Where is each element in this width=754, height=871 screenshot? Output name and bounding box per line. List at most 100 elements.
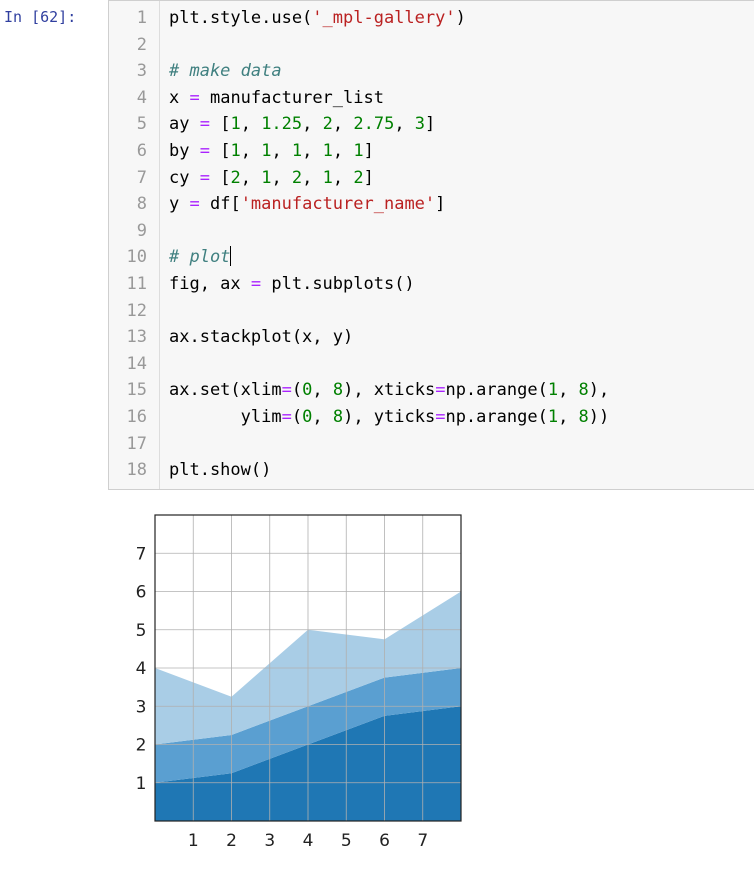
code-token: y (169, 194, 190, 215)
code-text: fig, ax = plt.subplots() (169, 271, 415, 298)
code-token: ax.set(xlim (169, 380, 282, 401)
code-line[interactable]: 4 x = manufacturer_list (109, 85, 754, 112)
code-line[interactable]: 5 ay = [1, 1.25, 2, 2.75, 3] (109, 111, 754, 138)
code-text: ay = [1, 1.25, 2, 2.75, 3] (169, 111, 435, 138)
code-text: y = df['manufacturer_name'] (169, 191, 445, 218)
code-text: ax.set(xlim=(0, 8), xticks=np.arange(1, … (169, 377, 609, 404)
code-token: 2 (291, 167, 303, 188)
code-line[interactable]: 2 (109, 32, 754, 59)
code-token: = (281, 380, 292, 401)
line-number: 9 (136, 220, 147, 241)
code-token: 8 (578, 380, 589, 401)
code-line[interactable]: 17 (109, 431, 754, 458)
code-token: np.arange( (445, 380, 548, 401)
line-number: 7 (136, 167, 147, 188)
text-cursor (230, 246, 232, 267)
code-line[interactable]: 14 (109, 351, 754, 378)
y-tick-label: 2 (136, 736, 147, 756)
code-token: = (435, 380, 446, 401)
line-number: 15 (126, 380, 147, 401)
code-token: 8 (578, 407, 589, 427)
code-text: ylim=(0, 8), yticks=np.arange(1, 8)) (169, 404, 610, 431)
y-tick-label: 6 (136, 583, 147, 603)
code-token: x (169, 87, 190, 108)
line-number: 5 (136, 114, 147, 135)
code-token: = (435, 407, 446, 427)
code-line[interactable]: 10 # plot (109, 244, 754, 271)
y-tick-label: 1 (136, 774, 147, 794)
code-token: ( (291, 407, 303, 427)
line-number: 16 (126, 407, 147, 427)
x-tick-label: 4 (303, 831, 314, 851)
code-line[interactable]: 1 plt.style.use('_mpl-gallery') (109, 5, 754, 32)
cell-output: 1 2 3 4 5 6 7 1 2 3 4 5 6 7 (120, 500, 480, 860)
cell-prompt: In [62]: (4, 8, 77, 26)
code-line[interactable]: 9 (109, 218, 754, 245)
code-token: ), (588, 380, 610, 401)
code-token: , (302, 114, 323, 135)
line-number: 11 (126, 274, 147, 294)
code-token: 1 (322, 167, 333, 188)
gutter-divider (159, 1, 160, 489)
code-token: 1 (322, 141, 333, 161)
x-tick-label: 6 (379, 831, 390, 851)
code-token: ylim (169, 407, 282, 427)
code-token: manufacturer_list (199, 87, 384, 108)
code-token: , (302, 141, 323, 161)
code-line[interactable]: 12 (109, 298, 754, 325)
code-token: ), yticks (343, 407, 436, 427)
code-token: [ (209, 167, 231, 188)
code-token: 1 (547, 407, 559, 427)
code-token: = (199, 167, 210, 188)
code-line[interactable]: 15 ax.set(xlim=(0, 8), xticks=np.arange(1… (109, 377, 754, 404)
code-token: [ (209, 114, 231, 135)
code-token: 1 (261, 167, 272, 188)
code-token: , (332, 141, 354, 161)
code-token: ( (291, 380, 303, 401)
line-number: 13 (126, 327, 147, 348)
x-tick-label: 7 (417, 831, 428, 851)
code-line[interactable]: 13 ax.stackplot(x, y) (109, 324, 754, 351)
code-line[interactable]: 7 cy = [2, 1, 2, 1, 2] (109, 165, 754, 192)
code-text: plt.style.use('_mpl-gallery') (169, 5, 466, 32)
code-text: x = manufacturer_list (169, 85, 384, 112)
code-token: ) (455, 8, 466, 28)
code-token: , (332, 167, 354, 188)
code-line[interactable]: 16 ylim=(0, 8), yticks=np.arange(1, 8)) (109, 404, 754, 431)
code-token: 2 (322, 114, 333, 135)
code-line[interactable]: 8 y = df['manufacturer_name'] (109, 191, 754, 218)
line-number: 2 (136, 34, 147, 55)
code-token: , (312, 380, 333, 401)
code-token: plt.show() (169, 460, 272, 481)
code-line[interactable]: 11 fig, ax = plt.subplots() (109, 271, 754, 298)
line-number: 10 (126, 247, 147, 268)
code-line[interactable]: 3 # make data (109, 58, 754, 85)
code-token: plt.subplots() (261, 274, 415, 294)
code-token: by (169, 141, 200, 161)
code-token: 1 (291, 141, 303, 161)
code-token: )) (588, 407, 610, 427)
code-text: by = [1, 1, 1, 1, 1] (169, 138, 374, 165)
code-token: cy (169, 167, 200, 188)
code-token: ay (169, 114, 200, 135)
code-line[interactable]: 6 by = [1, 1, 1, 1, 1] (109, 138, 754, 165)
code-token: ] (363, 167, 374, 188)
code-token: ] (425, 114, 436, 135)
code-token: , (240, 167, 262, 188)
code-token: , (332, 114, 354, 135)
line-number: 17 (126, 433, 147, 454)
code-line[interactable]: 18 plt.show() (109, 457, 754, 484)
code-text: # plot (169, 244, 232, 271)
code-text: cy = [2, 1, 2, 1, 2] (169, 165, 374, 192)
code-token: fig, ax (169, 274, 251, 294)
code-token: , (558, 407, 579, 427)
y-tick-label: 4 (136, 659, 147, 679)
stackplot-chart: 1 2 3 4 5 6 7 1 2 3 4 5 6 7 (136, 514, 462, 851)
code-cell[interactable]: 1 plt.style.use('_mpl-gallery') 2 3 # make d… (108, 0, 754, 490)
line-number: 3 (136, 61, 147, 82)
code-token: [ (209, 141, 231, 161)
code-text: # make data (169, 58, 282, 85)
code-token: = (199, 114, 210, 135)
plot-frame (154, 514, 462, 822)
code-token: = (281, 407, 292, 427)
